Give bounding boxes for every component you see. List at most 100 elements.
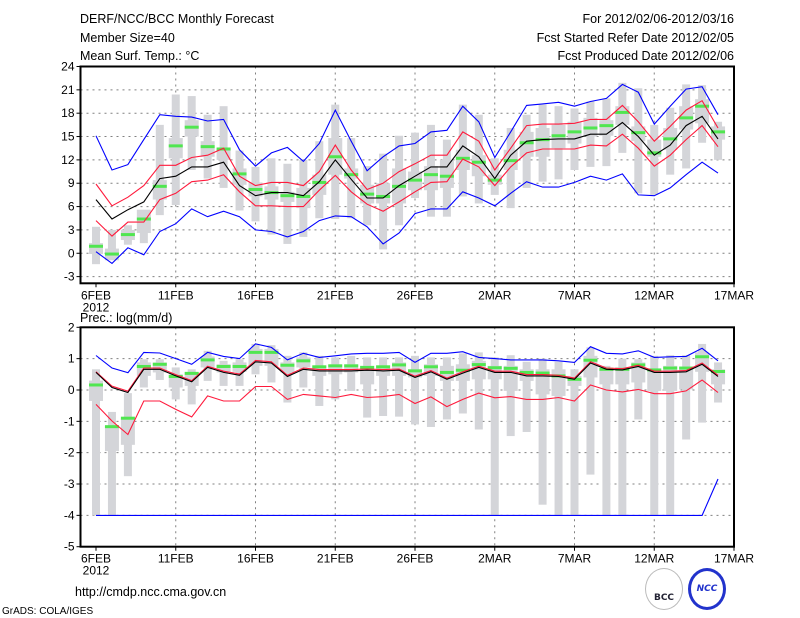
- whisker-bar: [299, 352, 308, 388]
- median-mark: [551, 134, 566, 138]
- y-tick-label: 15: [61, 130, 75, 144]
- whisker-bar: [92, 369, 100, 516]
- median-mark: [408, 369, 422, 373]
- y-tick-label: 9: [68, 176, 75, 190]
- y-tick-label: 24: [61, 60, 75, 74]
- whisker-bar: [458, 353, 467, 414]
- median-mark: [647, 151, 662, 155]
- median-mark: [312, 365, 327, 369]
- series-line-ensemble-mean: [95, 115, 719, 220]
- median-mark: [296, 194, 311, 198]
- y-tick-label: 3: [68, 223, 75, 237]
- box-bar: [535, 127, 550, 157]
- median-mark: [663, 366, 678, 370]
- median-mark: [679, 366, 694, 370]
- y-tick-label: -1: [64, 414, 75, 428]
- whisker-bar: [586, 347, 595, 475]
- whisker-bar: [347, 355, 356, 391]
- grads-credit: GrADS: COLA/IGES: [2, 606, 93, 617]
- median-mark: [152, 184, 167, 188]
- y-tick-label: -3: [64, 270, 75, 284]
- box-bar: [376, 183, 391, 204]
- median-mark: [264, 350, 279, 354]
- x-tick-label: 12MAR: [634, 552, 674, 566]
- median-mark: [583, 126, 598, 130]
- median-mark: [248, 350, 263, 354]
- median-mark: [423, 173, 438, 177]
- y-tick-label: 0: [68, 246, 75, 260]
- box-bar: [216, 148, 231, 160]
- x-tick-label: 21FEB: [317, 552, 354, 566]
- median-mark: [519, 141, 534, 145]
- median-mark: [376, 365, 391, 369]
- box-bar: [120, 418, 135, 445]
- median-mark: [631, 131, 646, 135]
- x-tick-label: 2MAR: [478, 288, 512, 302]
- whisker-bar: [107, 229, 116, 255]
- median-mark: [408, 178, 422, 182]
- median-mark: [280, 363, 295, 367]
- box-bar: [200, 356, 215, 368]
- box-bar: [296, 357, 311, 368]
- median-mark: [312, 180, 327, 184]
- box-bar: [184, 372, 199, 386]
- median-mark: [280, 194, 295, 198]
- whisker-bar: [522, 361, 531, 432]
- whisker-bar: [187, 369, 196, 405]
- median-mark: [104, 425, 119, 429]
- precipitation-panel: 2 1 0 -1 -2 -3 -4 -5 6FEB 11FEB 16FEB 21FEB 26FEB 2MA…: [64, 320, 755, 577]
- whisker-bar: [283, 163, 292, 244]
- median-mark: [200, 358, 215, 362]
- median-mark: [583, 358, 598, 362]
- median-mark: [695, 104, 710, 108]
- box-bar: [599, 369, 614, 385]
- median-mark: [615, 367, 630, 371]
- whisker-bar: [235, 359, 244, 386]
- whisker-bar: [283, 355, 292, 403]
- box-bar: [89, 243, 103, 255]
- median-mark: [535, 371, 550, 375]
- x-year-label: 2012: [83, 564, 110, 578]
- x-tick-label: 11FEB: [158, 288, 194, 302]
- x-tick-label: 16FEB: [237, 288, 274, 302]
- median-mark: [487, 178, 502, 182]
- median-mark: [232, 172, 247, 176]
- box-bar: [519, 131, 534, 157]
- x-tick-label: 21FEB: [317, 288, 354, 302]
- x-year-label: 2012: [83, 300, 110, 314]
- y-tick-label: 18: [61, 106, 75, 120]
- x-tick-label: 6FEB: [81, 288, 111, 302]
- box-bar: [104, 426, 119, 452]
- box-bar: [280, 362, 295, 373]
- median-mark: [663, 137, 678, 141]
- box-bar: [344, 364, 359, 373]
- median-mark: [471, 363, 486, 367]
- whisker-bar: [411, 355, 419, 425]
- median-mark: [551, 374, 566, 378]
- chart-title: DERF/NCC/BCC Monthly Forecast: [80, 12, 274, 26]
- y-tick-label: -4: [64, 508, 75, 522]
- series-line-ensemble-mean: [95, 361, 719, 394]
- median-mark: [599, 124, 614, 128]
- median-mark: [328, 364, 343, 368]
- whisker-bar: [682, 355, 691, 440]
- median-mark: [184, 125, 199, 129]
- box-bar: [168, 138, 183, 159]
- median-mark: [184, 371, 199, 375]
- precip-label: Prec.: log(mm/d): [80, 311, 172, 325]
- y-tick-label: 1: [68, 352, 75, 366]
- y-tick-label: 6: [68, 200, 75, 214]
- box-bar: [216, 364, 231, 373]
- median-mark: [503, 366, 518, 370]
- median-mark: [376, 194, 391, 198]
- box-bar: [599, 120, 614, 136]
- y-tick-label: -2: [64, 446, 75, 460]
- median-mark: [168, 144, 183, 148]
- whisker-bar: [714, 121, 723, 160]
- whisker-bar: [363, 357, 372, 418]
- median-mark: [248, 187, 263, 191]
- median-mark: [455, 156, 470, 160]
- ncc-logo-text: NCC: [696, 584, 718, 594]
- median-mark: [567, 130, 582, 134]
- whisker-bar: [426, 357, 435, 427]
